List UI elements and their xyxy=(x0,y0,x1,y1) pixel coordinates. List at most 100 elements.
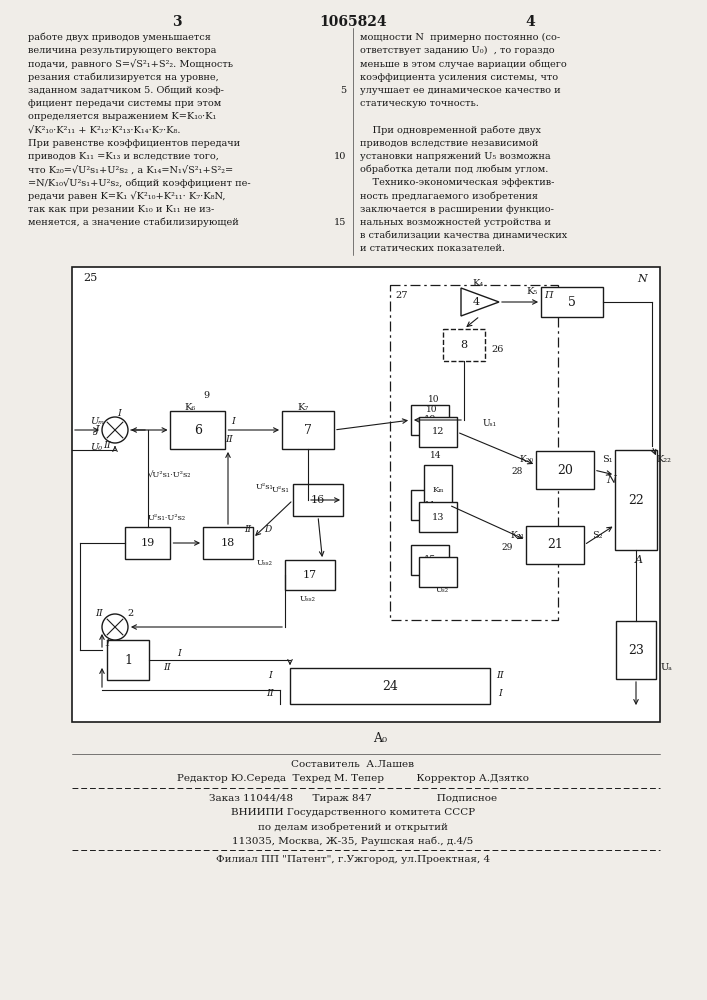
Text: U²s₁: U²s₁ xyxy=(256,483,274,491)
Text: работе двух приводов уменьшается: работе двух приводов уменьшается xyxy=(28,33,211,42)
Text: заданном задатчиком 5. Общий коэф-: заданном задатчиком 5. Общий коэф- xyxy=(28,86,224,95)
Bar xyxy=(615,450,657,550)
Text: 7: 7 xyxy=(304,424,312,436)
Text: меньше в этом случае вариации общего: меньше в этом случае вариации общего xyxy=(360,59,567,69)
Text: фициент передачи системы при этом: фициент передачи системы при этом xyxy=(28,99,221,108)
Bar xyxy=(282,411,334,449)
Bar xyxy=(536,451,594,489)
Text: 21: 21 xyxy=(547,538,563,552)
Text: 9: 9 xyxy=(203,391,209,400)
Text: √U²s₁·U²s₂: √U²s₁·U²s₂ xyxy=(148,471,192,479)
Text: ность предлагаемого изобретения: ность предлагаемого изобретения xyxy=(360,191,538,201)
Text: подачи, равного S=√S²₁+S²₂. Мощность: подачи, равного S=√S²₁+S²₂. Мощность xyxy=(28,59,233,69)
Text: J: J xyxy=(95,425,99,435)
Text: 15: 15 xyxy=(334,218,346,227)
Text: √K²₁₀·K²₁₁ + K²₁₂·K²₁₃·K₁₄·K₇·K₈.: √K²₁₀·K²₁₁ + K²₁₂·K²₁₃·K₁₄·K₇·K₈. xyxy=(28,125,180,134)
Text: 13: 13 xyxy=(432,512,444,522)
Text: 1065824: 1065824 xyxy=(319,15,387,29)
Text: Заказ 11044/48      Тираж 847                    Подписное: Заказ 11044/48 Тираж 847 Подписное xyxy=(209,794,497,803)
Text: редачи равен K=K₁ √K²₁₀+K²₁₁· K₇·K₈N,: редачи равен K=K₁ √K²₁₀+K²₁₁· K₇·K₈N, xyxy=(28,191,226,201)
Text: 6: 6 xyxy=(194,424,202,436)
Text: 19: 19 xyxy=(141,538,155,548)
Bar xyxy=(290,668,490,704)
Text: мощности N  примерно постоянно (со-: мощности N примерно постоянно (со- xyxy=(360,33,560,42)
Text: Uₛₛ₂: Uₛₛ₂ xyxy=(300,595,316,603)
Text: II: II xyxy=(103,442,111,450)
Text: K₄: K₄ xyxy=(472,279,484,288)
Text: 23: 23 xyxy=(628,644,644,656)
Text: При одновременной работе двух: При одновременной работе двух xyxy=(360,125,541,135)
Text: I: I xyxy=(498,690,502,698)
Text: II: II xyxy=(163,664,171,672)
Bar xyxy=(443,329,485,361)
Text: 10: 10 xyxy=(428,395,440,404)
Text: 4: 4 xyxy=(525,15,535,29)
Text: 20: 20 xyxy=(557,464,573,477)
Text: При равенстве коэффициентов передачи: При равенстве коэффициентов передачи xyxy=(28,139,240,148)
Text: =N/K₁₀√U²s₁+U²s₂, общий коэффициент пе-: =N/K₁₀√U²s₁+U²s₂, общий коэффициент пе- xyxy=(28,178,250,188)
Bar xyxy=(411,490,449,520)
Text: I: I xyxy=(268,672,272,680)
Text: что K₂₀=√U²s₁+U²s₂ , а K₁₄=N₁√S²₁+S²₂=: что K₂₀=√U²s₁+U²s₂ , а K₁₄=N₁√S²₁+S²₂= xyxy=(28,165,233,174)
Text: S₁: S₁ xyxy=(602,456,612,464)
Text: U²s₁·U²s₂: U²s₁·U²s₂ xyxy=(148,514,186,522)
Text: K₂₀: K₂₀ xyxy=(520,456,534,464)
Text: нальных возможностей устройства и: нальных возможностей устройства и xyxy=(360,218,551,227)
Text: приводов вследствие независимой: приводов вследствие независимой xyxy=(360,139,538,148)
Text: коэффициента усиления системы, что: коэффициента усиления системы, что xyxy=(360,73,558,82)
Text: II: II xyxy=(245,526,252,534)
Text: I: I xyxy=(232,418,235,426)
Text: II: II xyxy=(496,672,504,680)
Text: K₅: K₅ xyxy=(527,288,537,296)
Text: 26: 26 xyxy=(492,344,504,354)
Text: определяется выражением K=K₁₀·K₁: определяется выражением K=K₁₀·K₁ xyxy=(28,112,216,121)
Text: 113035, Москва, Ж-35, Раушская наб., д.4/5: 113035, Москва, Ж-35, Раушская наб., д.4… xyxy=(233,836,474,846)
Bar xyxy=(419,557,457,587)
Text: в стабилизации качества динамических: в стабилизации качества динамических xyxy=(360,231,567,240)
Text: 5: 5 xyxy=(568,296,576,308)
Text: 18: 18 xyxy=(221,538,235,548)
Text: K₂₂: K₂₂ xyxy=(657,456,672,464)
Text: меняется, а значение стабилизирующей: меняется, а значение стабилизирующей xyxy=(28,218,239,227)
Bar xyxy=(107,640,149,680)
Text: 10: 10 xyxy=(423,416,436,424)
Text: ответствует заданию U₀)  , то гораздо: ответствует заданию U₀) , то гораздо xyxy=(360,46,554,55)
Text: 14: 14 xyxy=(431,452,442,460)
Text: 15: 15 xyxy=(423,556,436,564)
Bar xyxy=(170,411,226,449)
Text: Uₘ: Uₘ xyxy=(90,418,104,426)
Text: 1: 1 xyxy=(104,639,110,648)
Text: величина результирующего вектора: величина результирующего вектора xyxy=(28,46,216,55)
Text: 2: 2 xyxy=(128,609,134,618)
Text: Составитель  А.Лашев: Составитель А.Лашев xyxy=(291,760,414,769)
Text: ВНИИПИ Государственного комитета СССР: ВНИИПИ Государственного комитета СССР xyxy=(231,808,475,817)
Text: N: N xyxy=(606,475,616,485)
Text: резания стабилизируется на уровне,: резания стабилизируется на уровне, xyxy=(28,73,218,82)
Text: S₂: S₂ xyxy=(592,530,602,540)
Text: II: II xyxy=(226,436,233,444)
Text: улучшает ее динамическое качество и: улучшает ее динамическое качество и xyxy=(360,86,561,95)
Text: II: II xyxy=(266,690,274,698)
Text: 27: 27 xyxy=(396,290,408,300)
Text: 11: 11 xyxy=(423,500,436,510)
Text: Uₛₛ₂: Uₛₛ₂ xyxy=(257,559,273,567)
Text: N: N xyxy=(637,274,647,284)
Text: установки напряжений U₅ возможна: установки напряжений U₅ возможна xyxy=(360,152,551,161)
Text: 16: 16 xyxy=(311,495,325,505)
Text: и статических показателей.: и статических показателей. xyxy=(360,244,505,253)
Text: заключается в расширении функцио-: заключается в расширении функцио- xyxy=(360,205,554,214)
Text: 25: 25 xyxy=(83,273,97,283)
Text: так как при резании K₁₀ и K₁₁ не из-: так как при резании K₁₀ и K₁₁ не из- xyxy=(28,205,214,214)
Text: 8: 8 xyxy=(460,340,467,350)
Text: K₂₁: K₂₁ xyxy=(510,530,524,540)
Text: 1: 1 xyxy=(124,654,132,666)
Text: 17: 17 xyxy=(303,570,317,580)
Text: I: I xyxy=(117,410,121,418)
Bar xyxy=(285,560,335,590)
Bar xyxy=(293,484,343,516)
Bar xyxy=(72,267,660,722)
Bar xyxy=(419,417,457,447)
Text: приводов K₁₁ =K₁₃ и вследствие того,: приводов K₁₁ =K₁₃ и вследствие того, xyxy=(28,152,219,161)
Bar xyxy=(424,465,452,515)
Text: 10: 10 xyxy=(426,406,438,414)
